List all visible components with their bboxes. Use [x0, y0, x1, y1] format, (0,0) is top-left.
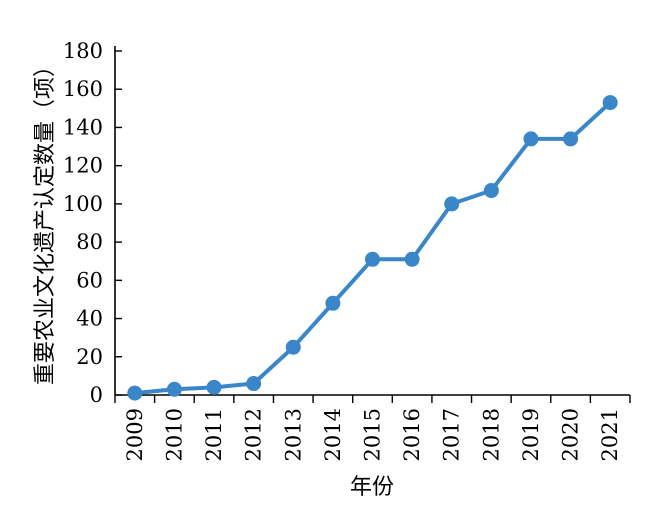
- y-tick-label: 100: [63, 192, 103, 216]
- data-point: [166, 381, 182, 397]
- x-tick-label: 2021: [598, 408, 622, 461]
- x-axis: 2009 2010 2011 2012 2013 2014 2015 2016 2017 2018…: [114, 394, 631, 461]
- x-tick-label: 2010: [162, 408, 186, 461]
- data-point: [206, 379, 222, 395]
- y-tick-label: 120: [63, 154, 103, 178]
- x-tick-label: 2013: [281, 408, 305, 461]
- y-axis-title: 重要农业文化遗产认定数量（项）: [33, 55, 58, 385]
- y-tick-label: 180: [63, 39, 103, 63]
- series-line: [132, 100, 613, 396]
- x-tick-label: 2014: [321, 408, 345, 461]
- x-tick-label: 2015: [361, 408, 385, 461]
- data-point: [127, 385, 143, 401]
- data-point: [602, 95, 618, 111]
- y-tick-label: 0: [90, 383, 103, 407]
- data-point: [483, 183, 499, 199]
- x-tick-label: 2020: [559, 408, 583, 461]
- data-point: [404, 251, 420, 267]
- y-tick-label: 140: [63, 115, 103, 139]
- data-point: [444, 196, 460, 212]
- y-ticks: 0 20 40 60 80 100 120 140 160 180: [63, 39, 122, 407]
- data-point: [365, 251, 380, 267]
- x-tick-label: 2019: [519, 408, 543, 461]
- x-tick-label: 2012: [242, 408, 266, 461]
- y-tick-label: 20: [76, 345, 103, 369]
- data-point: [325, 295, 341, 311]
- plot-area: [127, 95, 618, 401]
- y-tick-label: 160: [63, 77, 103, 101]
- x-tick-label: 2011: [202, 408, 226, 461]
- data-point: [246, 376, 262, 392]
- y-axis: 0 20 40 60 80 100 120 140 160 180: [63, 39, 122, 407]
- y-tick-label: 80: [76, 230, 103, 254]
- y-tick-label: 40: [76, 307, 103, 331]
- x-tick-label: 2018: [479, 408, 503, 461]
- x-tick-label: 2016: [400, 408, 424, 461]
- x-tick-label: 2009: [123, 408, 147, 461]
- x-axis-title: 年份: [350, 475, 394, 500]
- data-point: [285, 339, 301, 355]
- data-point: [523, 131, 539, 147]
- data-point: [563, 131, 579, 147]
- x-ticks: 2009 2010 2011 2012 2013 2014 2015 2016 2017 2018…: [114, 395, 631, 461]
- x-tick-label: 2017: [440, 408, 464, 461]
- y-tick-label: 60: [76, 268, 103, 292]
